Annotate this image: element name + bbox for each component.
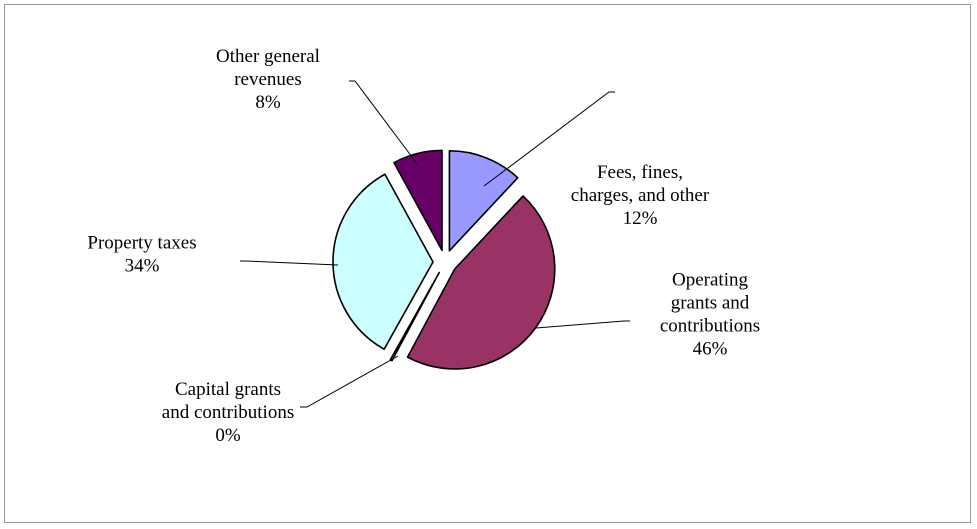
slice-percent: 12%: [623, 208, 658, 229]
slice-name-line: Other general: [216, 46, 320, 67]
slice-name-line: Operating: [672, 270, 748, 291]
leader-line: [483, 91, 615, 187]
slice-label: Property taxes 34%: [87, 233, 196, 277]
slice-name-line: and contributions: [162, 402, 294, 423]
leader-line: [535, 320, 630, 329]
leader-line: [240, 260, 339, 266]
slice-labels: Fees, fines, charges, and other 12% Operati…: [87, 46, 760, 446]
slice-name-line: revenues: [234, 69, 302, 90]
pie-slice: [393, 149, 443, 252]
slice-percent: 46%: [693, 339, 728, 360]
slice-label: Other general revenues 8%: [216, 46, 320, 113]
slice-percent: 34%: [125, 256, 160, 277]
slice-name-line: Fees, fines,: [597, 162, 683, 183]
pie-slice: [406, 195, 556, 370]
pie-slice: [332, 173, 434, 350]
slice-name-line: charges, and other: [571, 185, 710, 206]
slice-percent: 8%: [255, 92, 281, 113]
pie-slices: [332, 149, 556, 370]
slice-label: Capital grants and contributions 0%: [162, 379, 294, 446]
slice-label: Fees, fines, charges, and other 12%: [571, 162, 710, 229]
leader-lines: [240, 80, 630, 408]
slice-label: Operating grants and contributions 46%: [660, 270, 760, 360]
slice-name-line: contributions: [660, 316, 760, 337]
pie-slice: [448, 150, 519, 252]
slice-name-line: Capital grants: [175, 379, 281, 400]
slice-percent: 0%: [215, 425, 241, 446]
leader-line: [349, 80, 419, 166]
leader-line: [300, 355, 399, 408]
slice-name-line: grants and: [671, 293, 750, 314]
slice-name-line: Property taxes: [87, 233, 196, 254]
